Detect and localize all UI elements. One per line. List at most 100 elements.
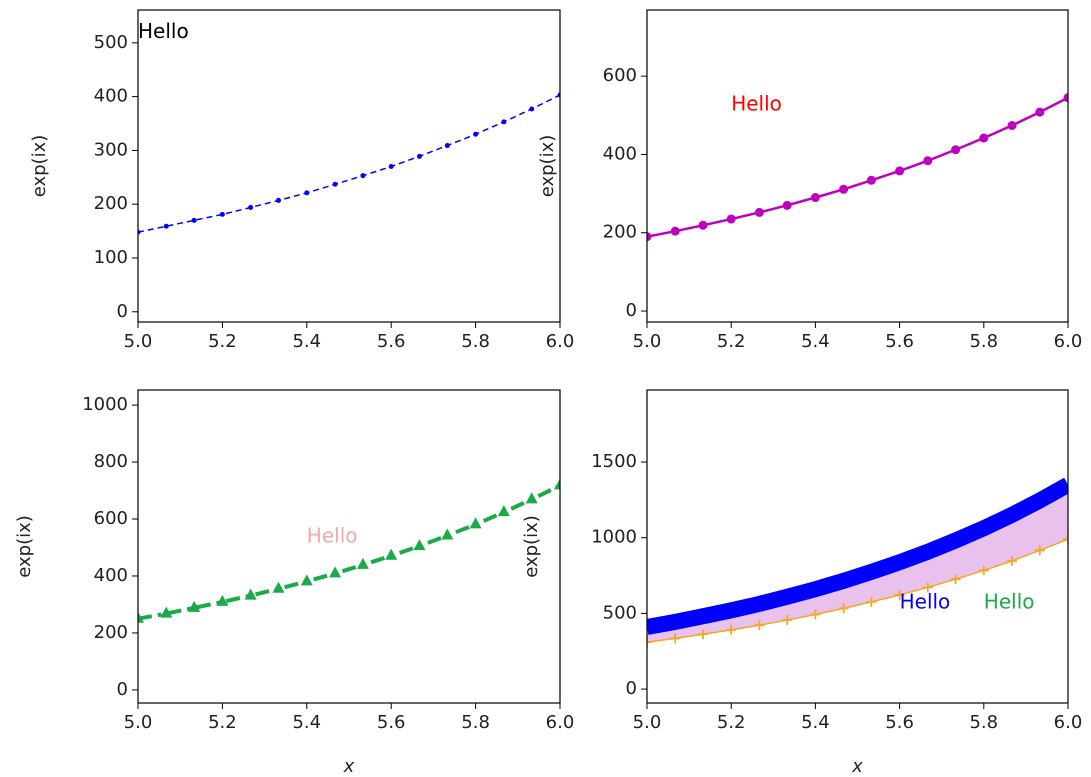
- marker: [979, 133, 989, 143]
- x-tick-label: 5.6: [377, 712, 406, 733]
- marker: [670, 226, 680, 236]
- marker: [895, 166, 905, 176]
- axes-frame: [646, 389, 1069, 704]
- x-tick-label: 5.8: [461, 712, 490, 733]
- marker: [923, 156, 933, 166]
- series-line: [647, 477, 1068, 635]
- y-tick-label: 400: [603, 143, 637, 164]
- x-tick-label: 5.4: [801, 331, 830, 352]
- marker: [839, 184, 849, 194]
- marker: [950, 574, 961, 585]
- axes-frame: [646, 9, 1069, 323]
- y-tick-label: 1500: [591, 451, 637, 472]
- series-line: [647, 96, 1068, 238]
- annotation: Hello: [984, 589, 1035, 613]
- x-tick-label: 5.4: [801, 712, 830, 733]
- marker: [248, 204, 254, 210]
- y-axis-label: exp(ix): [537, 135, 558, 198]
- x-tick-label: 5.4: [292, 712, 321, 733]
- axes-frame: [137, 389, 561, 704]
- x-tick-label: 5.4: [292, 331, 321, 352]
- marker: [444, 143, 450, 149]
- x-tick-label: 5.0: [124, 712, 153, 733]
- marker: [782, 615, 793, 626]
- marker: [782, 200, 792, 210]
- marker: [557, 92, 560, 98]
- y-tick-label: 500: [94, 32, 128, 53]
- plot-area: [138, 92, 560, 235]
- series-line: [138, 483, 560, 621]
- marker: [272, 581, 285, 593]
- annotation: Hello: [731, 92, 782, 116]
- marker: [529, 106, 535, 112]
- x-tick-label: 5.0: [633, 331, 662, 352]
- plot-area: [138, 478, 560, 623]
- annotation: Hello: [307, 523, 358, 547]
- marker: [329, 566, 342, 578]
- marker: [698, 220, 708, 230]
- y-tick-label: 300: [94, 139, 128, 160]
- x-axis-label: x: [851, 756, 863, 777]
- marker: [951, 145, 961, 155]
- x-tick-label: 6.0: [1054, 331, 1083, 352]
- marker: [647, 637, 652, 648]
- marker: [726, 214, 736, 224]
- y-axis-label: exp(ix): [29, 135, 50, 198]
- marker: [894, 589, 905, 600]
- marker: [356, 557, 369, 569]
- marker: [469, 517, 482, 529]
- y-tick-label: 1000: [591, 527, 637, 548]
- subplot: 5.0 5.2 5.4 5.6 5.8 6.0 0 500 1000 1500 exp(ix) x He…: [521, 389, 1083, 777]
- subplot: 5.0 5.2 5.4 5.6 5.8 6.0 0 100 200 300 400 500 exp(ix…: [29, 9, 575, 352]
- y-tick-label: 0: [626, 300, 637, 321]
- marker: [525, 492, 538, 504]
- x-axis-label: x: [343, 756, 355, 777]
- x-tick-label: 5.2: [717, 331, 746, 352]
- marker: [866, 175, 876, 185]
- marker: [441, 528, 454, 540]
- y-tick-label: 0: [117, 301, 128, 322]
- annotation: Hello: [900, 589, 951, 613]
- marker: [188, 600, 201, 612]
- marker: [332, 181, 338, 187]
- marker: [1034, 545, 1045, 556]
- marker: [554, 478, 560, 490]
- plot-area: [647, 93, 1068, 242]
- marker: [138, 611, 144, 623]
- y-tick-label: 400: [94, 565, 128, 586]
- y-tick-label: 0: [117, 679, 128, 700]
- subplot: 5.0 5.2 5.4 5.6 5.8 6.0 0 200 400 600 exp(ix) Hello: [537, 9, 1083, 352]
- marker: [191, 217, 197, 223]
- marker: [754, 207, 764, 217]
- y-tick-label: 200: [94, 622, 128, 643]
- x-tick-label: 5.8: [969, 331, 998, 352]
- y-tick-label: 200: [603, 222, 637, 243]
- marker: [473, 131, 479, 137]
- marker: [726, 624, 737, 635]
- x-tick-label: 5.0: [633, 712, 662, 733]
- marker: [244, 588, 257, 600]
- x-tick-label: 5.0: [124, 331, 153, 352]
- marker: [388, 164, 394, 170]
- y-tick-label: 0: [626, 678, 637, 699]
- marker: [413, 539, 426, 551]
- marker: [647, 232, 652, 242]
- marker: [810, 609, 821, 620]
- x-tick-label: 5.6: [885, 331, 914, 352]
- marker: [163, 223, 169, 229]
- marker: [416, 153, 422, 159]
- marker: [138, 229, 141, 235]
- x-tick-label: 6.0: [546, 331, 575, 352]
- marker: [1063, 93, 1068, 103]
- y-tick-label: 100: [94, 247, 128, 268]
- x-tick-label: 5.6: [885, 712, 914, 733]
- marker: [360, 173, 366, 179]
- plot-area: [647, 477, 1068, 648]
- marker: [922, 582, 933, 593]
- x-tick-label: 5.8: [969, 712, 998, 733]
- marker: [978, 565, 989, 576]
- marker: [810, 193, 820, 203]
- x-tick-label: 5.6: [377, 331, 406, 352]
- x-tick-label: 6.0: [1054, 712, 1083, 733]
- marker: [276, 197, 282, 203]
